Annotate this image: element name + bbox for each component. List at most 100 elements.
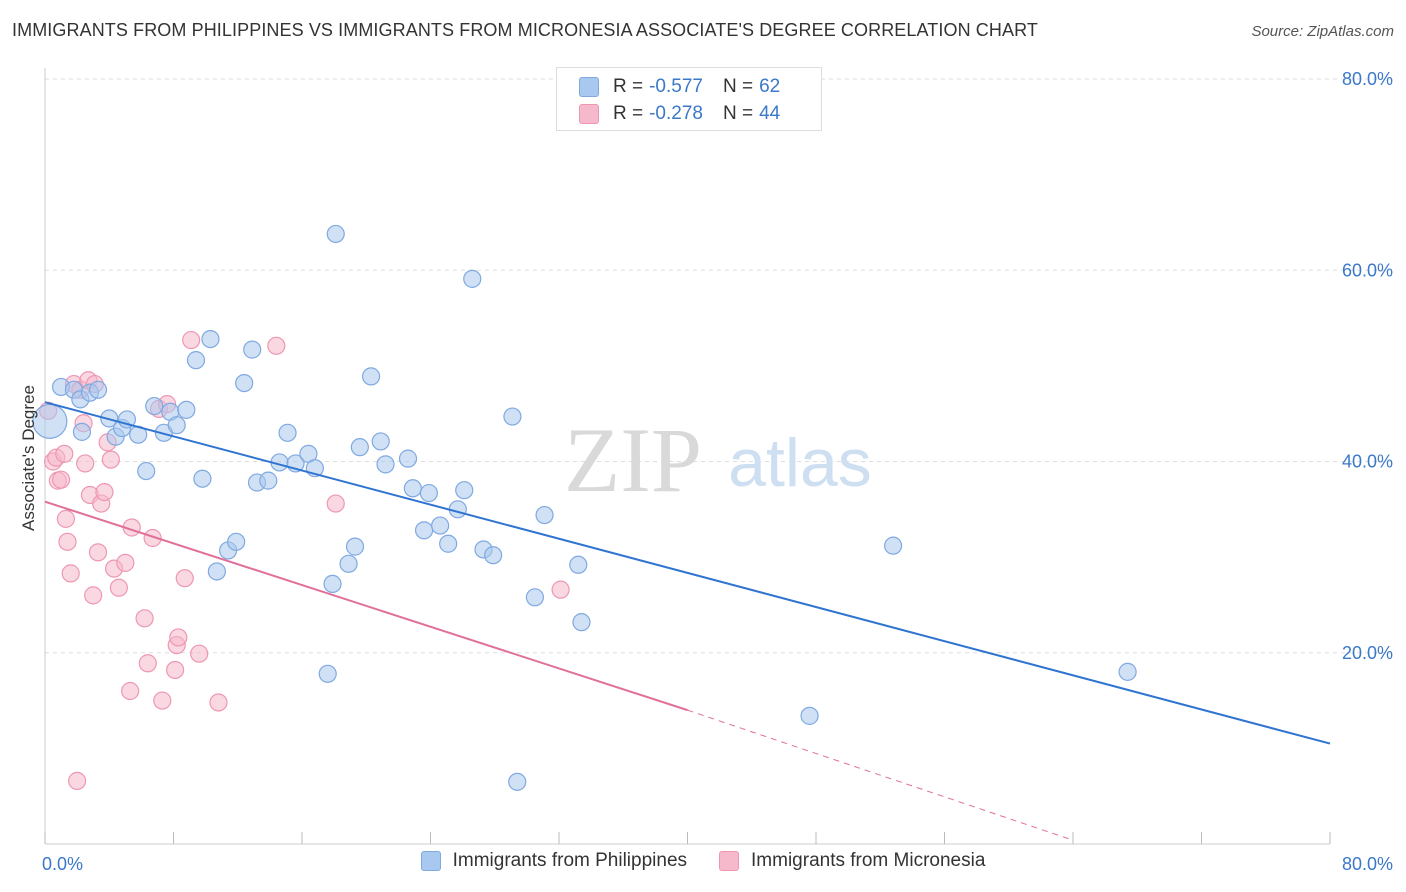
x-tick-labels: 0.0% 80.0% <box>42 854 1393 874</box>
data-point-philippines <box>326 224 345 244</box>
data-point-philippines <box>339 554 358 573</box>
legend-label-micronesia: Immigrants from Micronesia <box>751 850 986 871</box>
data-point-philippines <box>345 537 365 556</box>
legend-item-micronesia[interactable]: Immigrants from Micronesia <box>719 850 985 872</box>
legend-swatch-blue <box>420 851 441 871</box>
data-point-micronesia <box>143 528 162 548</box>
legend-row-micronesia: R = -0.278 N = 44 <box>579 101 780 127</box>
r-label: R = <box>613 103 644 124</box>
data-point-micronesia <box>182 330 201 350</box>
data-point-philippines <box>376 455 395 474</box>
data-point-philippines <box>278 423 297 442</box>
data-point-philippines <box>318 664 337 683</box>
data-point-philippines <box>177 400 196 419</box>
data-point-philippines <box>398 449 418 468</box>
n-label: N = <box>722 76 754 97</box>
trend-line-micronesia-extension <box>687 709 1074 841</box>
data-point-philippines <box>350 438 369 457</box>
legend-swatch-blue <box>579 77 599 97</box>
data-point-micronesia <box>267 336 286 355</box>
data-point-micronesia <box>101 450 120 469</box>
legend-item-philippines[interactable]: Immigrants from Philippines <box>420 850 688 872</box>
data-point-philippines <box>186 351 206 370</box>
data-point-micronesia <box>51 470 71 489</box>
r-value: -0.278 <box>649 103 703 124</box>
data-point-philippines <box>145 396 164 416</box>
n-value: 44 <box>759 103 781 124</box>
r-label: R = <box>613 76 644 97</box>
data-point-philippines <box>535 505 554 525</box>
watermark-zip: ZIP <box>564 409 702 511</box>
data-point-micronesia <box>68 771 87 790</box>
n-value: 62 <box>759 76 781 97</box>
data-point-philippines <box>800 706 819 725</box>
x-tick-label-min: 0.0% <box>42 854 83 874</box>
y-tick-label: 40.0% <box>1342 452 1393 472</box>
data-point-micronesia <box>88 543 108 562</box>
data-point-micronesia <box>56 509 75 528</box>
data-point-philippines <box>1118 662 1137 681</box>
watermark-atlas: atlas <box>728 425 872 501</box>
data-point-philippines <box>883 536 903 555</box>
data-point-philippines <box>243 340 262 359</box>
data-point-philippines <box>572 613 591 632</box>
data-point-micronesia <box>209 693 228 712</box>
data-point-micronesia <box>551 580 570 599</box>
data-point-micronesia <box>138 654 157 673</box>
data-point-philippines <box>371 432 390 451</box>
data-point-micronesia <box>61 564 80 583</box>
data-point-philippines <box>259 471 278 490</box>
data-point-philippines <box>455 481 474 500</box>
correlation-legend: R = -0.577 N = 62 R = -0.278 N = 44 <box>556 67 822 131</box>
series-philippines-points <box>32 224 1137 791</box>
data-point-philippines <box>431 516 450 535</box>
legend-swatch-pink <box>719 851 740 871</box>
data-point-philippines <box>72 422 92 441</box>
data-point-philippines <box>419 483 438 503</box>
data-point-philippines <box>484 546 503 565</box>
y-tick-label: 60.0% <box>1342 260 1393 280</box>
x-tick-label-max: 80.0% <box>1342 854 1393 874</box>
data-point-philippines <box>201 330 220 349</box>
source-label: Source: ZipAtlas.com <box>1251 23 1394 40</box>
trend-line-philippines <box>44 401 1331 745</box>
data-point-philippines <box>323 574 342 594</box>
y-tick-labels: 20.0% 40.0% 60.0% 80.0% <box>1342 69 1393 663</box>
data-point-micronesia <box>84 586 103 605</box>
data-point-micronesia <box>55 444 74 463</box>
data-point-micronesia <box>326 494 345 513</box>
data-point-philippines <box>137 461 156 481</box>
y-tick-label: 20.0% <box>1342 643 1393 663</box>
chart-title: IMMIGRANTS FROM PHILIPPINES VS IMMIGRANT… <box>12 20 1038 40</box>
trend-line-micronesia <box>44 500 688 712</box>
r-value: -0.577 <box>649 76 703 97</box>
trend-lines <box>44 401 1331 841</box>
data-point-philippines <box>235 373 254 393</box>
data-point-philippines <box>193 469 212 488</box>
data-point-philippines <box>503 407 522 426</box>
legend-swatch-pink <box>579 104 599 124</box>
series-legend: Immigrants from Philippines Immigrants f… <box>0 850 1406 872</box>
data-point-micronesia <box>76 454 95 473</box>
n-label: N = <box>722 103 754 124</box>
axes <box>44 68 1331 845</box>
data-point-micronesia <box>116 553 135 572</box>
data-point-micronesia <box>95 483 114 502</box>
data-point-philippines <box>361 367 381 386</box>
data-point-micronesia <box>169 628 188 647</box>
data-point-micronesia <box>166 660 185 680</box>
legend-row-philippines: R = -0.577 N = 62 <box>579 74 780 100</box>
data-point-micronesia <box>121 681 140 701</box>
y-axis-label: Associate's Degree <box>19 385 38 531</box>
data-point-micronesia <box>190 644 209 663</box>
data-point-philippines <box>207 562 226 581</box>
data-point-philippines <box>88 380 108 399</box>
data-point-philippines <box>525 588 545 607</box>
data-point-philippines <box>414 521 434 540</box>
data-point-micronesia <box>58 532 77 551</box>
legend-label-philippines: Immigrants from Philippines <box>452 850 688 871</box>
data-point-micronesia <box>175 569 194 588</box>
data-point-philippines <box>167 416 186 435</box>
data-point-philippines <box>439 534 458 553</box>
